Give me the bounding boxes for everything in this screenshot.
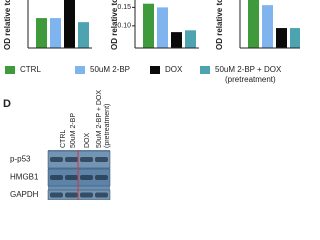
legend-swatch <box>5 66 15 74</box>
band <box>80 175 93 180</box>
figure: D OD relative to OD relative to0.150.10 OD… <box>3 0 300 200</box>
blot-row <box>47 189 111 200</box>
y-axis-label: OD relative to <box>3 0 12 50</box>
bar <box>50 18 61 48</box>
legend-label: DOX <box>165 65 183 74</box>
band <box>50 157 63 162</box>
bar <box>157 7 168 48</box>
y-axis-label: OD relative to <box>110 0 119 50</box>
legend-swatch <box>200 66 210 74</box>
y-tick-label: 0.10 <box>117 23 131 30</box>
lane-label: (pretreatment) <box>104 104 111 148</box>
row-label: HMGB1 <box>10 173 39 182</box>
blot-row <box>47 150 111 169</box>
bar <box>248 0 259 48</box>
band <box>50 192 63 198</box>
bar <box>78 22 89 48</box>
lane-label: DOX <box>84 133 91 149</box>
row-label: GAPDH <box>10 190 39 199</box>
plots <box>36 0 300 48</box>
bar <box>290 28 300 48</box>
lane-label: CTRL <box>60 130 67 148</box>
row-label: p-p53 <box>10 155 31 164</box>
lane-label: 50uM 2-BP + DOX <box>96 90 103 148</box>
band <box>50 175 63 180</box>
legend-swatch <box>150 66 160 74</box>
legend-label: (pretreatment) <box>225 75 276 84</box>
legend-label: 50uM 2-BP + DOX <box>215 65 282 74</box>
bar <box>64 0 75 48</box>
panel-label: D <box>3 98 11 110</box>
legend-swatch <box>75 66 85 74</box>
band <box>95 157 108 162</box>
legend-label: CTRL <box>20 65 41 74</box>
blot-row <box>47 168 111 187</box>
bar <box>276 28 287 48</box>
y-tick-label: 0.15 <box>117 4 131 11</box>
bar <box>143 3 154 48</box>
band <box>95 175 108 180</box>
bar <box>262 5 273 48</box>
band <box>65 192 78 198</box>
band <box>65 175 78 180</box>
band <box>95 192 108 198</box>
band <box>65 157 78 162</box>
lane-label: 50uM 2-BP <box>70 113 77 148</box>
bar <box>36 18 47 48</box>
legend-label: 50uM 2-BP <box>90 65 130 74</box>
band <box>80 157 93 162</box>
bar <box>185 30 196 48</box>
band <box>80 192 93 198</box>
y-axis-label: OD relative to <box>215 0 224 50</box>
bar <box>171 32 182 48</box>
